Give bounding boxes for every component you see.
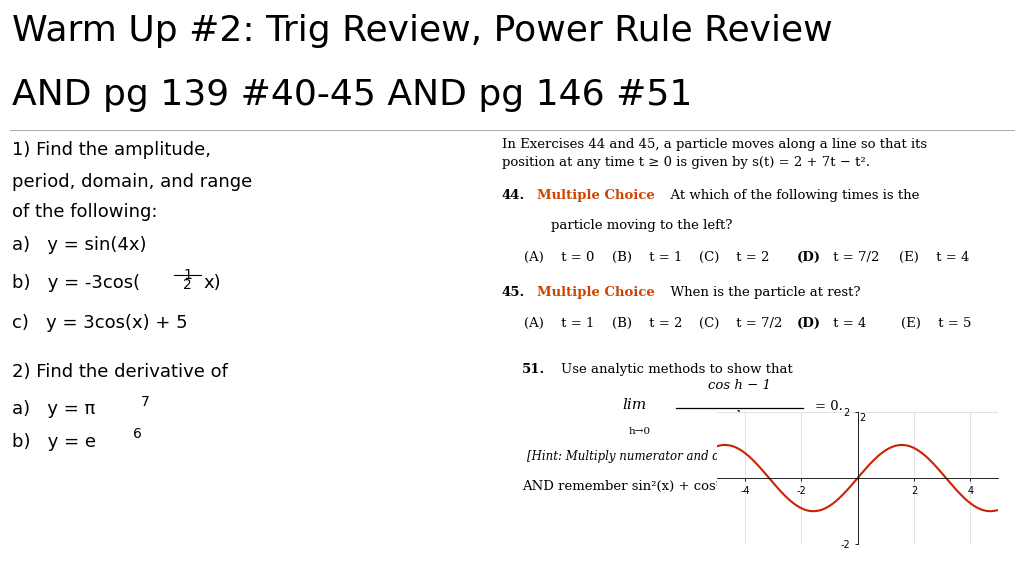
Text: x): x): [204, 274, 221, 291]
Text: of the following:: of the following:: [12, 203, 158, 221]
Text: Multiple Choice: Multiple Choice: [537, 189, 654, 202]
Text: t = 1: t = 1: [645, 251, 682, 264]
Text: 51.: 51.: [522, 363, 546, 377]
Text: AND pg 139 #40-45 AND pg 146 #51: AND pg 139 #40-45 AND pg 146 #51: [12, 78, 692, 112]
Text: period, domain, and range: period, domain, and range: [12, 173, 253, 191]
Text: (B): (B): [612, 251, 633, 264]
Text: Use analytic methods to show that: Use analytic methods to show that: [561, 363, 793, 377]
Text: 2: 2: [859, 414, 865, 423]
Text: AND remember sin²(x) + cos²(x) = 1: AND remember sin²(x) + cos²(x) = 1: [522, 480, 767, 493]
Text: b)   y = e: b) y = e: [12, 433, 96, 451]
Text: When is the particle at rest?: When is the particle at rest?: [662, 286, 860, 299]
Text: (A): (A): [524, 251, 544, 264]
Text: a)   y = sin(4x): a) y = sin(4x): [12, 236, 146, 254]
Text: t = 4: t = 4: [932, 251, 969, 264]
Text: 2) Find the derivative of: 2) Find the derivative of: [12, 363, 228, 381]
Text: a)   y = π: a) y = π: [12, 400, 95, 418]
Text: Multiple Choice: Multiple Choice: [537, 286, 654, 299]
Text: (C): (C): [699, 317, 720, 331]
Text: (D): (D): [797, 251, 820, 264]
Text: 44.: 44.: [502, 189, 525, 202]
Text: t = 1: t = 1: [557, 317, 594, 331]
Text: At which of the following times is the: At which of the following times is the: [662, 189, 919, 202]
Text: 1) Find the amplitude,: 1) Find the amplitude,: [12, 141, 211, 159]
Text: (A): (A): [524, 317, 544, 331]
Text: t = 7/2: t = 7/2: [829, 251, 880, 264]
Text: (C): (C): [699, 251, 720, 264]
Text: t = 2: t = 2: [732, 251, 769, 264]
Text: t = 0: t = 0: [557, 251, 594, 264]
Text: (B): (B): [612, 317, 633, 331]
Text: 45.: 45.: [502, 286, 525, 299]
Text: particle moving to the left?: particle moving to the left?: [551, 219, 732, 232]
Text: (D): (D): [797, 317, 820, 331]
Text: (E): (E): [901, 317, 921, 331]
Text: Warm Up #2: Trig Review, Power Rule Review: Warm Up #2: Trig Review, Power Rule Revi…: [12, 14, 833, 48]
Text: b)   y = -3cos(: b) y = -3cos(: [12, 274, 140, 291]
Text: c)   y = 3cos(x) + 5: c) y = 3cos(x) + 5: [12, 314, 188, 332]
Text: t = 2: t = 2: [645, 317, 682, 331]
Text: h: h: [735, 410, 743, 423]
Text: (E): (E): [899, 251, 919, 264]
Text: In Exercises 44 and 45, a particle moves along a line so that its
position at an: In Exercises 44 and 45, a particle moves…: [502, 138, 927, 169]
Text: 7: 7: [141, 395, 151, 408]
Text: 6: 6: [133, 427, 142, 441]
Text: lim: lim: [623, 398, 647, 412]
Text: h→0: h→0: [629, 427, 651, 436]
Text: 1: 1: [183, 268, 191, 282]
Text: = 0.: = 0.: [815, 400, 843, 413]
Text: t = 4: t = 4: [829, 317, 866, 331]
Text: 2: 2: [183, 278, 191, 291]
Text: cos h − 1: cos h − 1: [708, 379, 771, 392]
Text: t = 5: t = 5: [934, 317, 971, 331]
Text: [Hint: Multiply numerator and denominator by (cos h +1).]: [Hint: Multiply numerator and denominato…: [527, 450, 881, 463]
Text: t = 7/2: t = 7/2: [732, 317, 782, 331]
